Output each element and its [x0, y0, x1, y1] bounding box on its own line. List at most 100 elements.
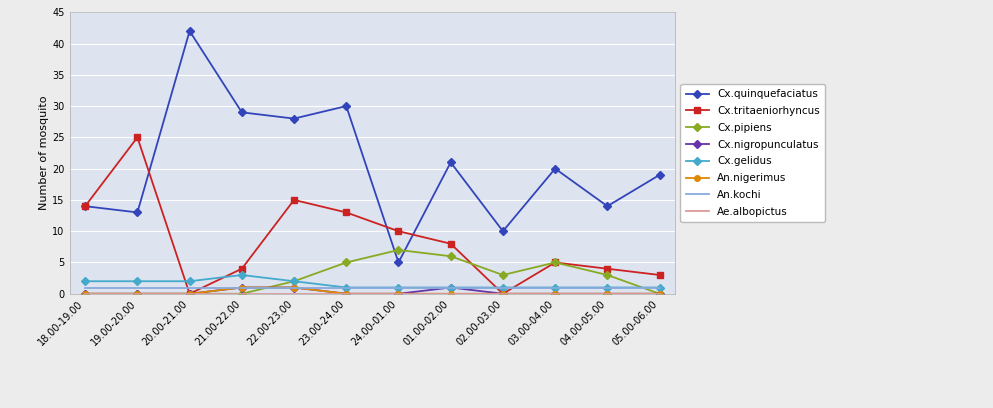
Cx.tritaeniorhyncus — [184, 291, 196, 296]
Cx.tritaeniorhyncus — [653, 273, 665, 277]
Cx.nigropunculatus — [79, 291, 91, 296]
An.kochi — [602, 285, 614, 290]
An.kochi — [184, 285, 196, 290]
Cx.tritaeniorhyncus — [341, 210, 353, 215]
Cx.tritaeniorhyncus — [549, 260, 561, 265]
Cx.nigropunculatus — [392, 291, 404, 296]
An.kochi — [549, 285, 561, 290]
Cx.pipiens — [653, 291, 665, 296]
An.nigerimus — [445, 291, 457, 296]
Cx.quinquefaciatus — [79, 204, 91, 208]
Cx.pipiens — [236, 291, 248, 296]
Cx.pipiens — [79, 291, 91, 296]
An.kochi — [496, 285, 508, 290]
Ae.albopictus — [602, 291, 614, 296]
Cx.quinquefaciatus — [496, 229, 508, 234]
Ae.albopictus — [131, 291, 143, 296]
Cx.nigropunculatus — [602, 291, 614, 296]
An.nigerimus — [549, 291, 561, 296]
Ae.albopictus — [236, 291, 248, 296]
Cx.pipiens — [184, 291, 196, 296]
An.kochi — [288, 285, 300, 290]
Cx.pipiens — [602, 273, 614, 277]
Line: An.nigerimus: An.nigerimus — [82, 285, 662, 297]
Cx.gelidus — [79, 279, 91, 284]
An.nigerimus — [184, 291, 196, 296]
Cx.gelidus — [549, 285, 561, 290]
Ae.albopictus — [392, 291, 404, 296]
An.kochi — [392, 285, 404, 290]
Cx.nigropunculatus — [236, 285, 248, 290]
Cx.tritaeniorhyncus — [496, 291, 508, 296]
Cx.gelidus — [341, 285, 353, 290]
An.kochi — [131, 285, 143, 290]
An.kochi — [445, 285, 457, 290]
Cx.nigropunculatus — [184, 291, 196, 296]
Cx.quinquefaciatus — [392, 260, 404, 265]
An.nigerimus — [653, 291, 665, 296]
Cx.gelidus — [392, 285, 404, 290]
Cx.tritaeniorhyncus — [392, 229, 404, 234]
Ae.albopictus — [184, 291, 196, 296]
An.nigerimus — [602, 291, 614, 296]
An.kochi — [236, 285, 248, 290]
An.nigerimus — [341, 291, 353, 296]
Ae.albopictus — [341, 291, 353, 296]
Cx.gelidus — [131, 279, 143, 284]
Ae.albopictus — [496, 291, 508, 296]
Cx.gelidus — [288, 279, 300, 284]
Cx.gelidus — [445, 285, 457, 290]
Cx.nigropunculatus — [341, 291, 353, 296]
Ae.albopictus — [79, 291, 91, 296]
Cx.pipiens — [341, 260, 353, 265]
Cx.quinquefaciatus — [184, 29, 196, 33]
Ae.albopictus — [653, 291, 665, 296]
Cx.nigropunculatus — [653, 291, 665, 296]
Legend: Cx.quinquefaciatus, Cx.tritaeniorhyncus, Cx.pipiens, Cx.nigropunculatus, Cx.geli: Cx.quinquefaciatus, Cx.tritaeniorhyncus,… — [680, 84, 825, 222]
Ae.albopictus — [549, 291, 561, 296]
Cx.tritaeniorhyncus — [445, 241, 457, 246]
Cx.pipiens — [549, 260, 561, 265]
Cx.pipiens — [445, 254, 457, 259]
Cx.tritaeniorhyncus — [79, 204, 91, 208]
Cx.gelidus — [184, 279, 196, 284]
Ae.albopictus — [445, 291, 457, 296]
Cx.pipiens — [288, 279, 300, 284]
Cx.gelidus — [236, 273, 248, 277]
Cx.nigropunculatus — [445, 285, 457, 290]
Cx.quinquefaciatus — [602, 204, 614, 208]
An.nigerimus — [288, 285, 300, 290]
Ae.albopictus — [288, 291, 300, 296]
Cx.tritaeniorhyncus — [236, 266, 248, 271]
An.nigerimus — [131, 291, 143, 296]
Cx.gelidus — [496, 285, 508, 290]
Cx.quinquefaciatus — [236, 110, 248, 115]
Cx.quinquefaciatus — [445, 160, 457, 165]
Cx.nigropunculatus — [288, 285, 300, 290]
Cx.quinquefaciatus — [549, 166, 561, 171]
Line: Cx.pipiens: Cx.pipiens — [82, 247, 662, 297]
Cx.quinquefaciatus — [288, 116, 300, 121]
Cx.quinquefaciatus — [341, 104, 353, 109]
Cx.tritaeniorhyncus — [288, 197, 300, 202]
An.nigerimus — [392, 291, 404, 296]
Cx.pipiens — [496, 273, 508, 277]
Cx.tritaeniorhyncus — [602, 266, 614, 271]
Cx.nigropunculatus — [496, 291, 508, 296]
Line: Cx.gelidus: Cx.gelidus — [82, 272, 662, 290]
Cx.quinquefaciatus — [653, 173, 665, 177]
Cx.pipiens — [131, 291, 143, 296]
Cx.tritaeniorhyncus — [131, 135, 143, 140]
Cx.gelidus — [653, 285, 665, 290]
Cx.nigropunculatus — [131, 291, 143, 296]
Line: Cx.nigropunculatus: Cx.nigropunculatus — [82, 285, 662, 297]
Cx.quinquefaciatus — [131, 210, 143, 215]
An.nigerimus — [496, 291, 508, 296]
Line: Cx.tritaeniorhyncus: Cx.tritaeniorhyncus — [82, 135, 662, 297]
Cx.nigropunculatus — [549, 291, 561, 296]
Cx.pipiens — [392, 248, 404, 253]
An.kochi — [653, 285, 665, 290]
Line: Cx.quinquefaciatus: Cx.quinquefaciatus — [82, 28, 662, 265]
An.nigerimus — [79, 291, 91, 296]
Cx.gelidus — [602, 285, 614, 290]
